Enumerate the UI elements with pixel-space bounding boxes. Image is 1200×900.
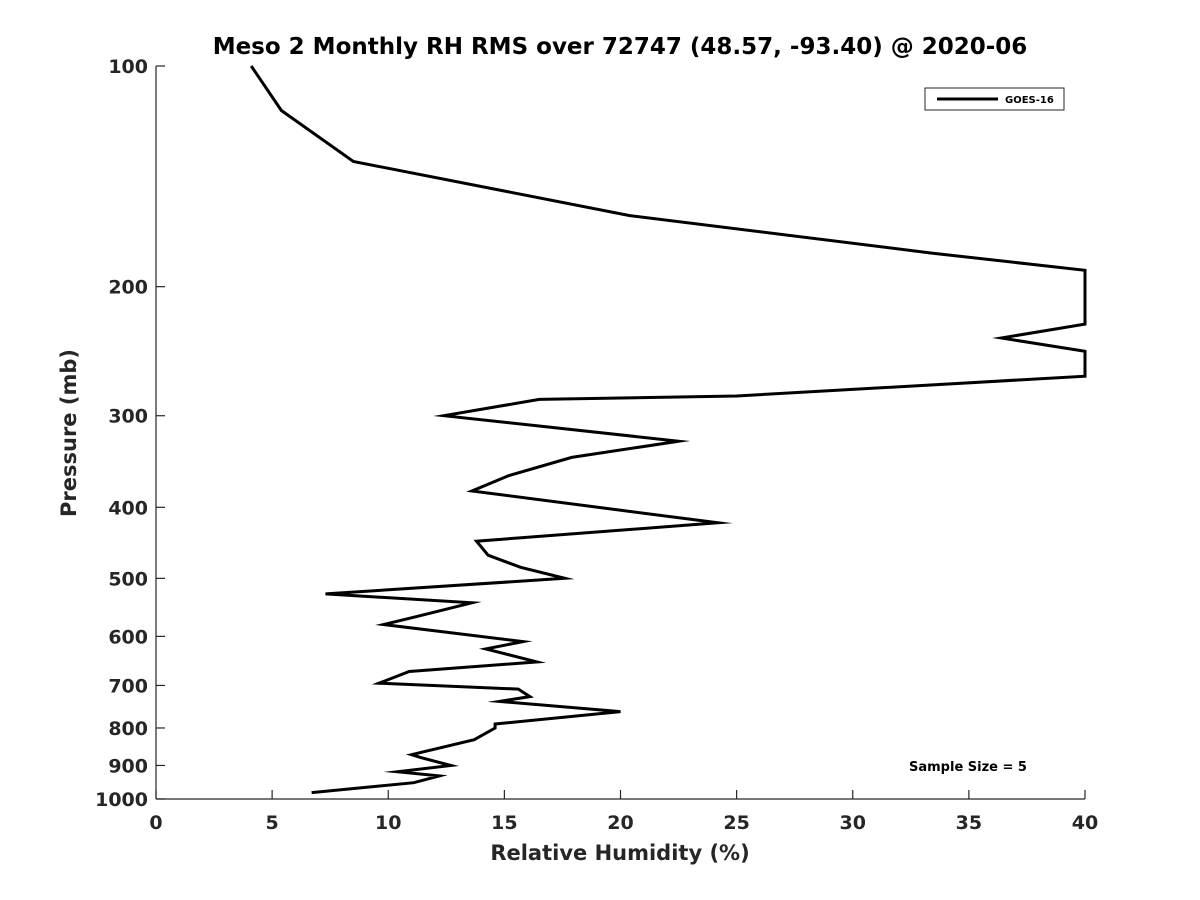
x-tick-label: 0 — [149, 812, 162, 834]
y-tick-label: 900 — [108, 755, 148, 777]
x-tick-label: 40 — [1072, 812, 1098, 834]
legend: GOES-16 — [924, 87, 1065, 111]
x-tick-label: 10 — [375, 812, 401, 834]
chart-title: Meso 2 Monthly RH RMS over 72747 (48.57,… — [213, 34, 1028, 60]
y-axis-label: Pressure (mb) — [57, 349, 81, 517]
x-tick-label: 35 — [956, 812, 982, 834]
y-tick-label: 500 — [108, 568, 148, 590]
y-tick-label: 1000 — [95, 789, 148, 811]
data-series — [249, 65, 1087, 795]
axes — [155, 65, 1086, 800]
x-tick-label: 15 — [491, 812, 517, 834]
y-tick-label: 400 — [108, 497, 148, 519]
x-tick-label: 30 — [840, 812, 866, 834]
y-tick-label: 800 — [108, 718, 148, 740]
tick-labels: 0 5 10 15 20 25 30 35 40 100 200 300 400 500 600 700 800… — [95, 56, 1098, 834]
y-tick-label: 700 — [108, 675, 148, 697]
y-tick-label: 200 — [108, 277, 148, 299]
sample-size-annotation: Sample Size = 5 — [909, 760, 1027, 775]
legend-label-goes-16: GOES-16 — [1005, 95, 1054, 106]
y-tick-label: 300 — [108, 406, 148, 428]
series-line-goes-16 — [249, 65, 1087, 795]
y-tick-label: 600 — [108, 626, 148, 648]
x-tick-label: 20 — [607, 812, 633, 834]
x-tick-label: 25 — [723, 812, 749, 834]
y-tick-label: 100 — [108, 56, 148, 78]
x-axis-label: Relative Humidity (%) — [490, 841, 749, 865]
x-tick-label: 5 — [266, 812, 279, 834]
